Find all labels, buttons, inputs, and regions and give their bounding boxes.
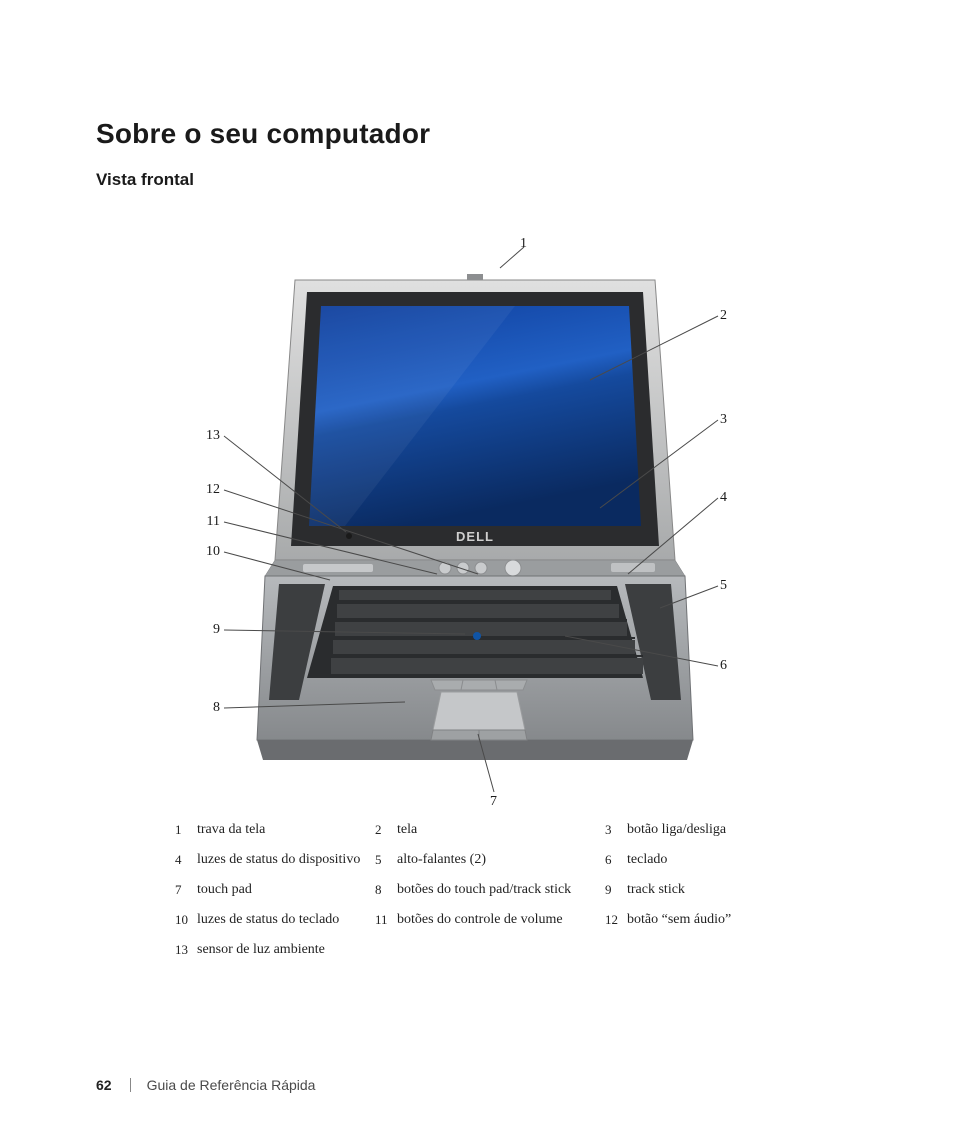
legend-num: 3 bbox=[605, 822, 627, 838]
legend-text: luzes de status do teclado bbox=[197, 912, 367, 928]
page: Sobre o seu computador Vista frontal bbox=[0, 0, 954, 1145]
legend-text: trava da tela bbox=[197, 822, 367, 838]
legend-text: botões do touch pad/track stick bbox=[397, 882, 597, 898]
legend-num: 2 bbox=[375, 822, 397, 838]
heading-front-view: Vista frontal bbox=[96, 170, 194, 190]
legend-num: 7 bbox=[175, 882, 197, 898]
legend-num: 6 bbox=[605, 852, 627, 868]
footer-separator bbox=[130, 1078, 131, 1092]
legend-cell: 6teclado bbox=[605, 852, 825, 868]
legend-table: 1trava da tela2tela3botão liga/desliga4l… bbox=[175, 822, 865, 972]
callout-8: 8 bbox=[196, 700, 220, 716]
legend-cell: 10luzes de status do teclado bbox=[175, 912, 375, 928]
callout-1: 1 bbox=[520, 236, 544, 252]
legend-num: 4 bbox=[175, 852, 197, 868]
callout-11: 11 bbox=[196, 514, 220, 530]
heading-about-your-computer: Sobre o seu computador bbox=[96, 118, 430, 150]
legend-num: 12 bbox=[605, 912, 627, 928]
callout-9: 9 bbox=[196, 622, 220, 638]
legend-row: 4luzes de status do dispositivo5alto-fal… bbox=[175, 852, 865, 868]
legend-row: 10luzes de status do teclado11botões do … bbox=[175, 912, 865, 928]
legend-text: track stick bbox=[627, 882, 817, 898]
callout-12: 12 bbox=[196, 482, 220, 498]
laptop-lid: DELL bbox=[275, 274, 675, 560]
legend-row: 1trava da tela2tela3botão liga/desliga bbox=[175, 822, 865, 838]
laptop-hinge bbox=[265, 560, 685, 576]
legend-cell: 12botão “sem áudio” bbox=[605, 912, 825, 928]
legend-num: 13 bbox=[175, 942, 197, 958]
laptop-diagram: DELL bbox=[255, 270, 695, 780]
legend-num: 11 bbox=[375, 912, 397, 928]
legend-num: 5 bbox=[375, 852, 397, 868]
legend-cell: 1trava da tela bbox=[175, 822, 375, 838]
legend-num: 1 bbox=[175, 822, 197, 838]
legend-text: teclado bbox=[627, 852, 817, 868]
legend-text: alto-falantes (2) bbox=[397, 852, 597, 868]
callout-5: 5 bbox=[720, 578, 744, 594]
callout-7: 7 bbox=[490, 794, 514, 810]
legend-row: 13sensor de luz ambiente bbox=[175, 942, 865, 958]
legend-cell: 13sensor de luz ambiente bbox=[175, 942, 375, 958]
legend-cell: 3botão liga/desliga bbox=[605, 822, 825, 838]
dell-logo-text: DELL bbox=[456, 529, 494, 544]
legend-text: touch pad bbox=[197, 882, 367, 898]
page-number: 62 bbox=[96, 1077, 112, 1093]
legend-cell: 2tela bbox=[375, 822, 605, 838]
page-footer: 62 Guia de Referência Rápida bbox=[96, 1077, 315, 1093]
legend-num: 9 bbox=[605, 882, 627, 898]
legend-cell: 11botões do controle de volume bbox=[375, 912, 605, 928]
legend-cell: 9track stick bbox=[605, 882, 825, 898]
legend-text: botão “sem áudio” bbox=[627, 912, 817, 928]
callout-3: 3 bbox=[720, 412, 744, 428]
touchpad-area bbox=[431, 680, 527, 740]
callout-10: 10 bbox=[196, 544, 220, 560]
laptop-svg: DELL bbox=[255, 270, 695, 780]
callout-13: 13 bbox=[196, 428, 220, 444]
callout-6: 6 bbox=[720, 658, 744, 674]
callout-4: 4 bbox=[720, 490, 744, 506]
legend-text: botão liga/desliga bbox=[627, 822, 817, 838]
legend-text: botões do controle de volume bbox=[397, 912, 597, 928]
legend-text: sensor de luz ambiente bbox=[197, 942, 367, 958]
legend-num: 10 bbox=[175, 912, 197, 928]
footer-doc-title: Guia de Referência Rápida bbox=[147, 1077, 316, 1093]
legend-cell: 8botões do touch pad/track stick bbox=[375, 882, 605, 898]
legend-cell: 5alto-falantes (2) bbox=[375, 852, 605, 868]
callout-2: 2 bbox=[720, 308, 744, 324]
legend-cell: 7touch pad bbox=[175, 882, 375, 898]
legend-text: luzes de status do dispositivo bbox=[197, 852, 367, 868]
legend-cell: 4luzes de status do dispositivo bbox=[175, 852, 375, 868]
laptop-base bbox=[257, 576, 693, 760]
legend-num: 8 bbox=[375, 882, 397, 898]
legend-row: 7touch pad8botões do touch pad/track sti… bbox=[175, 882, 865, 898]
legend-text: tela bbox=[397, 822, 597, 838]
